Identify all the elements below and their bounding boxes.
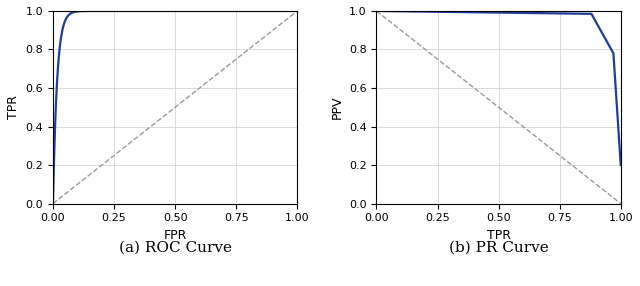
- Text: (b) PR Curve: (b) PR Curve: [449, 241, 548, 255]
- Y-axis label: TPR: TPR: [7, 95, 20, 119]
- Y-axis label: PPV: PPV: [330, 96, 344, 119]
- X-axis label: FPR: FPR: [163, 229, 187, 242]
- Text: (a) ROC Curve: (a) ROC Curve: [118, 241, 232, 255]
- X-axis label: TPR: TPR: [486, 229, 511, 242]
